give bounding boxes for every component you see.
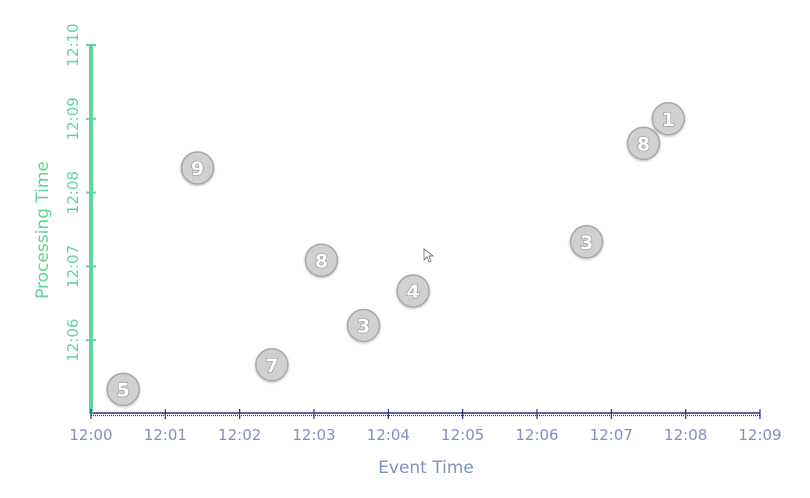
- data-point-label: 1: [662, 109, 675, 131]
- x-tick-label: 12:02: [218, 426, 261, 444]
- x-tick-label: 12:00: [69, 426, 112, 444]
- x-tick-label: 12:05: [441, 426, 484, 444]
- data-point-label: 4: [406, 281, 419, 303]
- data-point-marker: [346, 308, 381, 343]
- data-point-label: 8: [315, 250, 328, 272]
- y-tick-label: 12:09: [64, 97, 82, 140]
- data-point-marker: [569, 225, 604, 259]
- data-point: 4: [396, 274, 430, 308]
- data-point-label: 7: [265, 355, 278, 377]
- data-point: 8: [626, 126, 661, 161]
- data-point: 1: [651, 102, 686, 136]
- y-tick-label: 12:08: [64, 171, 82, 214]
- data-point: 9: [180, 151, 215, 185]
- y-tick-label: 12:06: [64, 319, 82, 362]
- data-point: 3: [569, 225, 604, 259]
- data-point-marker: [304, 243, 339, 277]
- y-tick-label: 12:07: [64, 245, 82, 288]
- mouse-cursor-icon: [423, 248, 435, 263]
- data-point: 5: [106, 372, 140, 407]
- data-point-label: 9: [191, 158, 204, 180]
- data-point-label: 3: [580, 232, 593, 254]
- data-point-marker: [626, 126, 661, 161]
- x-tick-label: 12:07: [590, 426, 633, 444]
- x-tick-label: 12:04: [367, 426, 410, 444]
- y-axis-label: Processing Time: [33, 161, 53, 299]
- data-point-marker: [651, 102, 686, 136]
- data-point: 3: [346, 308, 381, 343]
- tick-labels: 12:00 12:01 12:02 12:03 12:04 12:05 12:06 12:07…: [64, 23, 782, 444]
- x-tick-label: 12:03: [292, 426, 335, 444]
- data-point-marker: [180, 151, 215, 185]
- x-tick-label: 12:01: [144, 426, 187, 444]
- x-tick-label: 12:08: [664, 426, 707, 444]
- axes: [86, 44, 761, 419]
- x-tick-label: 12:09: [738, 426, 781, 444]
- data-point-marker: [255, 348, 289, 382]
- x-tick-label: 12:06: [515, 426, 558, 444]
- data-point-label: 3: [357, 315, 370, 337]
- data-point-marker: [106, 372, 140, 407]
- data-point-label: 8: [637, 133, 650, 155]
- data-point-marker: [396, 274, 430, 308]
- data-point-label: 5: [117, 379, 130, 401]
- x-axis-label: Event Time: [378, 458, 474, 478]
- data-point: 8: [304, 243, 339, 277]
- data-point: 7: [255, 348, 289, 382]
- y-tick-label: 12:10: [64, 23, 82, 66]
